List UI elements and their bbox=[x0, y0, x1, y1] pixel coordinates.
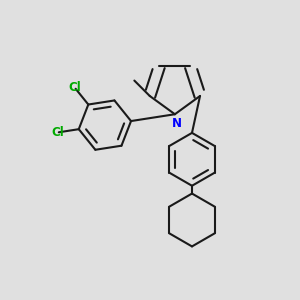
Text: N: N bbox=[171, 117, 182, 130]
Text: Cl: Cl bbox=[68, 81, 81, 94]
Text: Cl: Cl bbox=[51, 126, 64, 139]
